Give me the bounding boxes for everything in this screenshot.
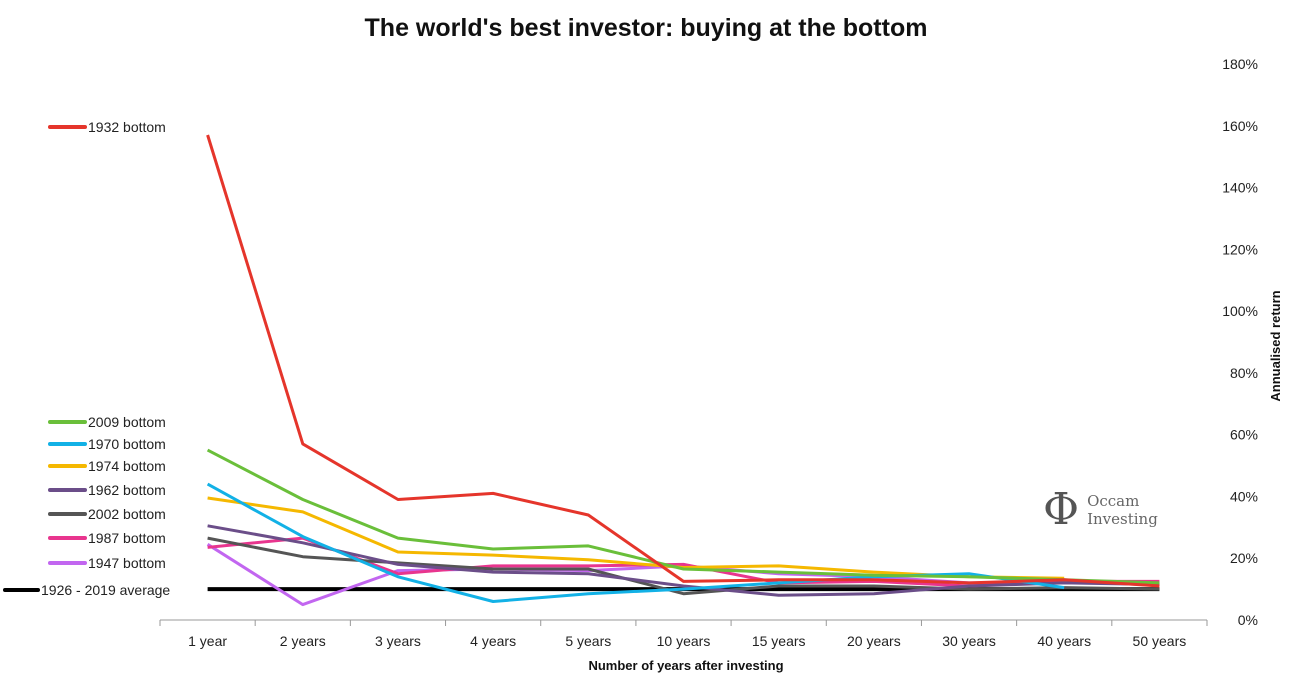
legend-label-2009-bottom: 2009 bottom (88, 414, 166, 430)
x-tick-label: 3 years (375, 633, 421, 649)
x-tick-label: 2 years (280, 633, 326, 649)
x-axis: 1 year 2 years 3 years 4 years 5 years 10 yea… (159, 619, 1208, 649)
x-tick-label: 15 years (752, 633, 806, 649)
chart-title: The world's best investor: buying at the… (364, 14, 928, 42)
x-tick-label: 40 years (1037, 633, 1091, 649)
legend-label-1974-bottom: 1974 bottom (88, 458, 166, 474)
series-line-2002-bottom (207, 536, 1160, 596)
series-line-2009-bottom (206, 448, 1160, 585)
y-tick-label: 20% (1230, 550, 1258, 566)
x-tick-label: 20 years (847, 633, 901, 649)
legend-label-1987-bottom: 1987 bottom (88, 530, 166, 546)
series-lines (206, 134, 1160, 607)
y-tick-label: 160% (1222, 118, 1258, 134)
logo-text: Occam Investing (1087, 492, 1158, 528)
y-tick-label: 100% (1222, 303, 1258, 319)
series-line-1962-bottom (207, 524, 1160, 597)
legend-label-1926-2019-average: 1926 - 2019 average (41, 582, 170, 598)
legend-label-2002-bottom: 2002 bottom (88, 506, 166, 522)
legend-label-1970-bottom: 1970 bottom (88, 436, 166, 452)
occam-investing-logo: Φ Occam Investing (1043, 488, 1158, 532)
legend-label-1932-bottom: 1932 bottom (88, 119, 166, 135)
legend-label-1947-bottom: 1947 bottom (88, 555, 166, 571)
y-tick-label: 180% (1222, 56, 1258, 72)
x-tick-label: 30 years (942, 633, 996, 649)
y-tick-label: 140% (1222, 180, 1258, 196)
y-tick-label: 40% (1230, 488, 1258, 504)
y-axis-title: Annualised return (1268, 290, 1283, 401)
y-tick-label: 120% (1222, 241, 1258, 257)
y-axis: 0% 20% 40% 60% 80% 100% 120% 140% 160% 180% (1222, 56, 1258, 628)
legend-label-1962-bottom: 1962 bottom (88, 482, 166, 498)
y-tick-label: 80% (1230, 365, 1258, 381)
x-tick-label: 10 years (657, 633, 711, 649)
y-tick-label: 60% (1230, 427, 1258, 443)
logo-line-2: Investing (1087, 510, 1158, 528)
x-tick-label: 5 years (565, 633, 611, 649)
x-tick-label: 50 years (1133, 633, 1187, 649)
logo-line-1: Occam (1087, 492, 1140, 510)
phi-logo-icon: Φ (1043, 484, 1080, 535)
x-tick-label: 1 year (188, 633, 227, 649)
x-tick-label: 4 years (470, 633, 516, 649)
series-line-1932-bottom (206, 134, 1160, 588)
x-axis-title: Number of years after investing (588, 658, 783, 673)
y-tick-label: 0% (1238, 612, 1258, 628)
legend: 1932 bottom 2009 bottom 1970 bottom 1974 bo… (3, 119, 170, 598)
